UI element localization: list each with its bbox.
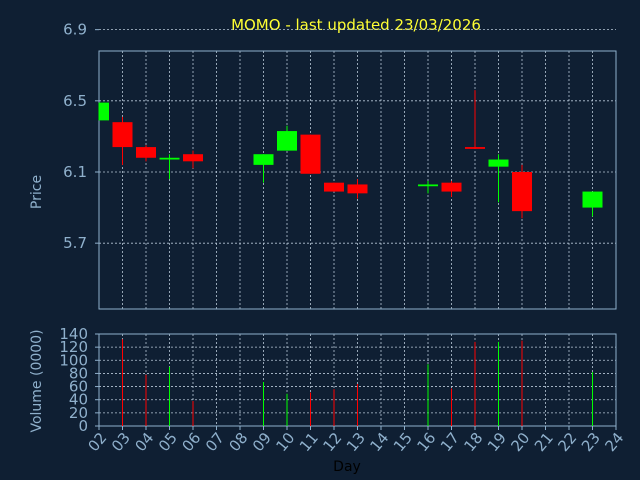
- x-tick-label: 23: [578, 429, 604, 455]
- volume-bars: [122, 339, 593, 426]
- candle-body: [465, 147, 485, 149]
- volume-tick-label: 80: [69, 364, 88, 382]
- x-tick-label: 22: [554, 429, 580, 455]
- day-axis-label: Day: [333, 459, 361, 475]
- day-axis-ticks: 0203040506070809101112131415161718192021…: [84, 426, 628, 455]
- x-tick-label: 16: [413, 429, 439, 455]
- candle-body: [300, 134, 321, 174]
- x-tick-label: 04: [131, 429, 157, 455]
- volume-tick-label: 100: [59, 351, 88, 369]
- x-tick-label: 06: [178, 429, 204, 455]
- candle-body: [582, 191, 603, 208]
- candle-body: [112, 122, 133, 148]
- x-tick-label: 07: [202, 429, 228, 455]
- candle-body: [324, 182, 344, 192]
- candle-body: [136, 147, 156, 158]
- price-grid: [98, 29, 617, 309]
- x-tick-label: 15: [390, 429, 416, 455]
- x-tick-label: 13: [343, 429, 369, 455]
- candle-body: [159, 157, 180, 160]
- candle-body: [418, 184, 438, 187]
- volume-tick-label: 60: [69, 378, 88, 396]
- x-tick-label: 20: [507, 429, 533, 455]
- x-tick-label: 24: [601, 429, 627, 455]
- price-panel-frame: [98, 50, 617, 310]
- volume-tick-label: 40: [69, 391, 88, 409]
- price-tick-label: 6.1: [63, 163, 87, 181]
- x-tick-label: 17: [437, 429, 463, 455]
- price-axis-label: Price: [29, 175, 45, 209]
- x-tick-label: 14: [366, 429, 392, 455]
- chart-title: MOMO - last updated 23/03/2026: [231, 16, 481, 34]
- candle-body: [253, 154, 274, 165]
- x-tick-label: 09: [249, 429, 275, 455]
- x-tick-label: 10: [272, 429, 298, 455]
- volume-tick-label: 0: [78, 417, 88, 435]
- candle-body: [277, 131, 297, 151]
- volume-tick-label: 120: [59, 338, 88, 356]
- candles: [98, 90, 603, 219]
- x-tick-label: 12: [319, 429, 345, 455]
- volume-tick-label: 20: [69, 404, 88, 422]
- candle-body: [441, 182, 462, 192]
- x-tick-label: 19: [484, 429, 510, 455]
- price-axis-ticks: 5.7 6.1 6.5 6.9: [63, 21, 99, 252]
- candle-body: [183, 154, 203, 162]
- candle-body: [347, 184, 368, 194]
- candle-body: [99, 102, 109, 121]
- candle-body: [512, 171, 532, 212]
- volume-axis-label: Volume (0000): [29, 329, 45, 432]
- price-tick-label: 5.7: [63, 234, 87, 252]
- volume-tick-label: 140: [59, 325, 88, 343]
- price-tick-label: 6.9: [63, 21, 87, 39]
- candle-body: [488, 159, 509, 167]
- x-tick-label: 03: [108, 429, 134, 455]
- x-tick-label: 11: [296, 429, 322, 455]
- x-tick-label: 05: [155, 429, 181, 455]
- price-tick-label: 6.5: [63, 92, 87, 110]
- x-tick-label: 02: [84, 429, 110, 455]
- x-tick-label: 08: [225, 429, 251, 455]
- x-tick-label: 18: [460, 429, 486, 455]
- x-tick-label: 21: [531, 429, 557, 455]
